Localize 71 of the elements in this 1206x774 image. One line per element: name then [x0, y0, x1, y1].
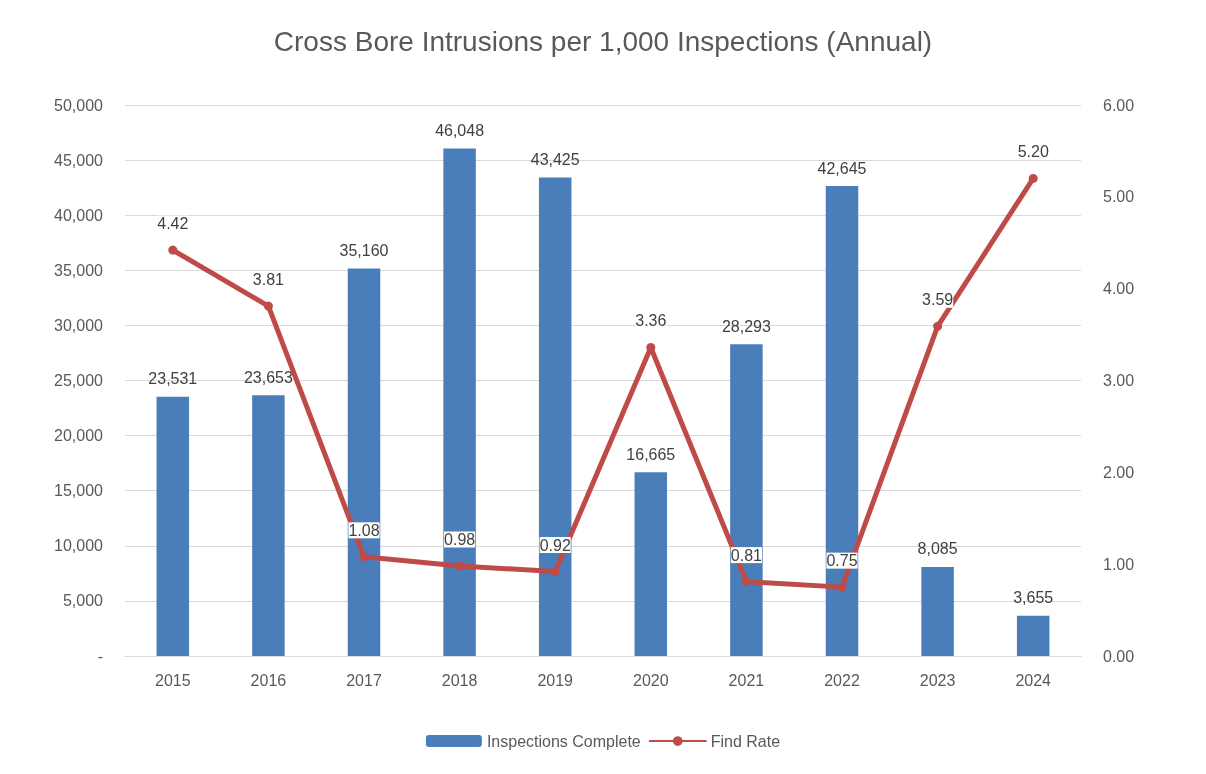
point — [741, 577, 751, 587]
data-label: 1.08 — [348, 521, 380, 539]
data-label: 4.42 — [157, 215, 189, 233]
chart-title: Cross Bore Intrusions per 1,000 Inspections (Annual) — [273, 25, 933, 57]
x-tick-label: 2020 — [633, 671, 669, 689]
y-tick-label: 15,000 — [54, 482, 104, 500]
data-label: 0.81 — [730, 546, 763, 564]
y-tick-label: - — [97, 647, 103, 665]
point — [168, 245, 178, 255]
data-label: 5.20 — [1017, 143, 1049, 161]
data-label: 3.81 — [252, 271, 285, 289]
point — [1028, 173, 1038, 183]
point — [359, 552, 369, 562]
data-label: 0.75 — [826, 552, 858, 570]
y2-tick-label: 2.00 — [1103, 463, 1135, 481]
data-label: 43,425 — [530, 150, 580, 168]
y2-tick-label: 4.00 — [1103, 280, 1135, 298]
y2-tick-label: 1.00 — [1103, 555, 1135, 573]
data-label: 35,160 — [339, 242, 389, 260]
y-tick-label: 5,000 — [62, 592, 104, 610]
bar — [1016, 615, 1050, 656]
x-tick-label: 2023 — [919, 671, 956, 689]
data-label: 3.59 — [922, 291, 954, 309]
data-label: 0.92 — [539, 536, 571, 554]
bar — [730, 344, 763, 656]
y-tick-label: 10,000 — [54, 537, 104, 555]
point — [933, 321, 943, 331]
y-tick-label: 20,000 — [54, 427, 104, 445]
point — [646, 342, 656, 352]
bar — [538, 177, 572, 656]
x-tick-label: 2017 — [346, 671, 382, 689]
x-tick-label: 2024 — [1015, 671, 1052, 689]
data-label: 28,293 — [721, 317, 771, 335]
data-label: 46,048 — [435, 122, 485, 140]
x-tick-label: 2018 — [441, 671, 478, 689]
y-tick-label: 40,000 — [54, 206, 104, 224]
x-tick-label: 2015 — [155, 671, 191, 689]
y2-tick-label: 6.00 — [1103, 96, 1135, 114]
x-tick-label: 2016 — [250, 671, 287, 689]
y-tick-label: 50,000 — [54, 96, 104, 114]
y2-tick-label: 3.00 — [1103, 372, 1135, 389]
bar — [443, 148, 476, 656]
point — [263, 301, 273, 311]
bar — [156, 396, 190, 656]
data-label: 23,531 — [148, 370, 198, 388]
y2-tick-label: 5.00 — [1103, 188, 1135, 206]
x-tick-label: 2022 — [824, 671, 860, 689]
bar — [347, 268, 381, 656]
data-label: 8,085 — [917, 540, 958, 558]
x-tick-label: 2019 — [537, 671, 574, 689]
point — [837, 582, 847, 592]
data-label: 3.36 — [635, 312, 667, 330]
y2-tick-label: 0.00 — [1103, 647, 1135, 665]
data-label: 23,653 — [243, 368, 293, 386]
legend-label: Find Rate — [710, 732, 781, 750]
bar — [634, 472, 668, 656]
y-tick-label: 25,000 — [54, 372, 104, 389]
bar — [825, 186, 859, 656]
bar — [921, 566, 954, 656]
data-label: 3,655 — [1013, 589, 1054, 607]
y-tick-label: 35,000 — [54, 261, 104, 279]
bar — [252, 395, 285, 656]
point — [550, 567, 560, 577]
x-tick-label: 2021 — [728, 671, 765, 689]
data-label: 16,665 — [626, 445, 676, 463]
y-tick-label: 45,000 — [54, 151, 104, 169]
y-tick-label: 30,000 — [54, 316, 104, 334]
legend-label: Inspections Complete — [486, 732, 641, 750]
point — [455, 561, 465, 571]
data-label: 42,645 — [817, 159, 867, 177]
data-label: 0.98 — [444, 531, 476, 548]
